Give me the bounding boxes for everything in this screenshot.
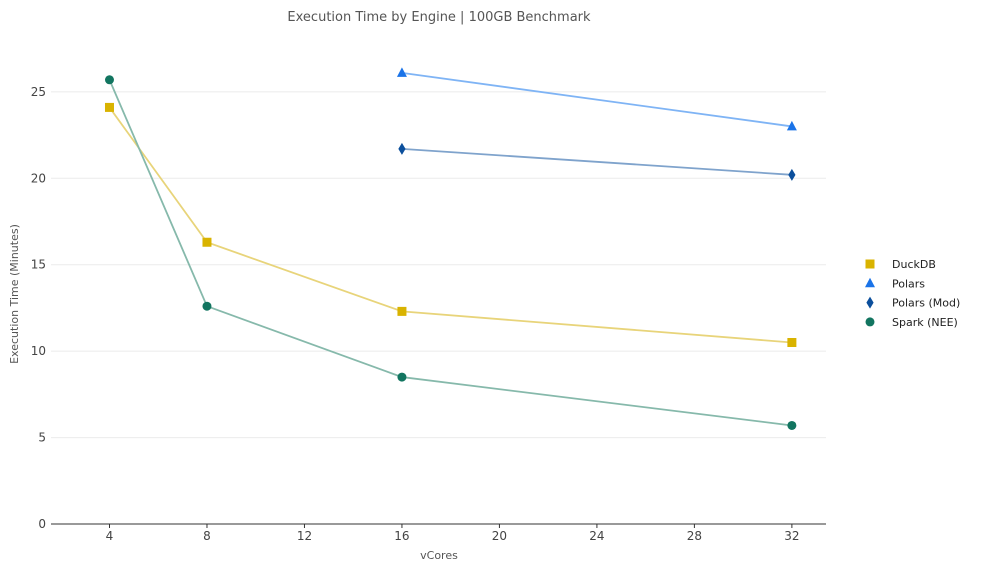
y-tick-label: 15 — [31, 258, 46, 272]
series-line — [108, 79, 792, 427]
data-point — [202, 301, 212, 311]
y-tick-label: 10 — [31, 344, 46, 358]
legend-label: Polars (Mod) — [892, 297, 960, 310]
x-tick-label: 12 — [297, 529, 312, 543]
legend-label: DuckDB — [892, 258, 936, 271]
series-line — [108, 106, 792, 344]
x-axis-label: vCores — [420, 549, 458, 562]
legend-label: Spark (NEE) — [892, 316, 958, 329]
x-tick-label: 32 — [784, 529, 799, 543]
y-tick-label: 25 — [31, 85, 46, 99]
y-axis-label: Execution Time (Minutes) — [8, 224, 21, 364]
x-tick-label: 8 — [203, 529, 211, 543]
chart-title: Execution Time by Engine | 100GB Benchma… — [287, 10, 591, 25]
axes: 0 5 10 15 20 25 4 8 12 16 20 24 28 32 — [31, 85, 826, 543]
series-layer — [104, 67, 797, 430]
legend-marker — [865, 259, 875, 269]
gridlines — [51, 91, 826, 439]
data-point — [396, 67, 407, 77]
x-tick-label: 20 — [492, 529, 507, 543]
legend-marker — [866, 296, 874, 309]
legend-label: Polars — [892, 277, 925, 290]
data-point — [397, 306, 407, 316]
y-tick-label: 5 — [38, 431, 46, 445]
y-tick-label: 20 — [31, 171, 46, 185]
data-point — [104, 75, 114, 85]
x-tick-label: 16 — [394, 529, 409, 543]
data-point — [787, 338, 797, 347]
data-point — [786, 120, 797, 131]
data-point — [787, 420, 797, 430]
data-point — [397, 372, 407, 382]
x-tick-label: 28 — [687, 529, 702, 543]
legend-marker — [865, 277, 875, 288]
legend: DuckDB Polars Polars (Mod) Spark (NEE) — [865, 258, 960, 329]
x-tick-label: 24 — [589, 529, 604, 543]
series-line — [401, 71, 793, 128]
legend-marker — [865, 317, 875, 327]
x-tick-label: 4 — [106, 529, 114, 543]
data-point — [788, 168, 796, 181]
series-line — [401, 148, 792, 176]
data-point — [202, 237, 212, 247]
data-point — [398, 142, 406, 155]
y-tick-label: 0 — [38, 517, 46, 531]
data-point — [104, 102, 114, 112]
